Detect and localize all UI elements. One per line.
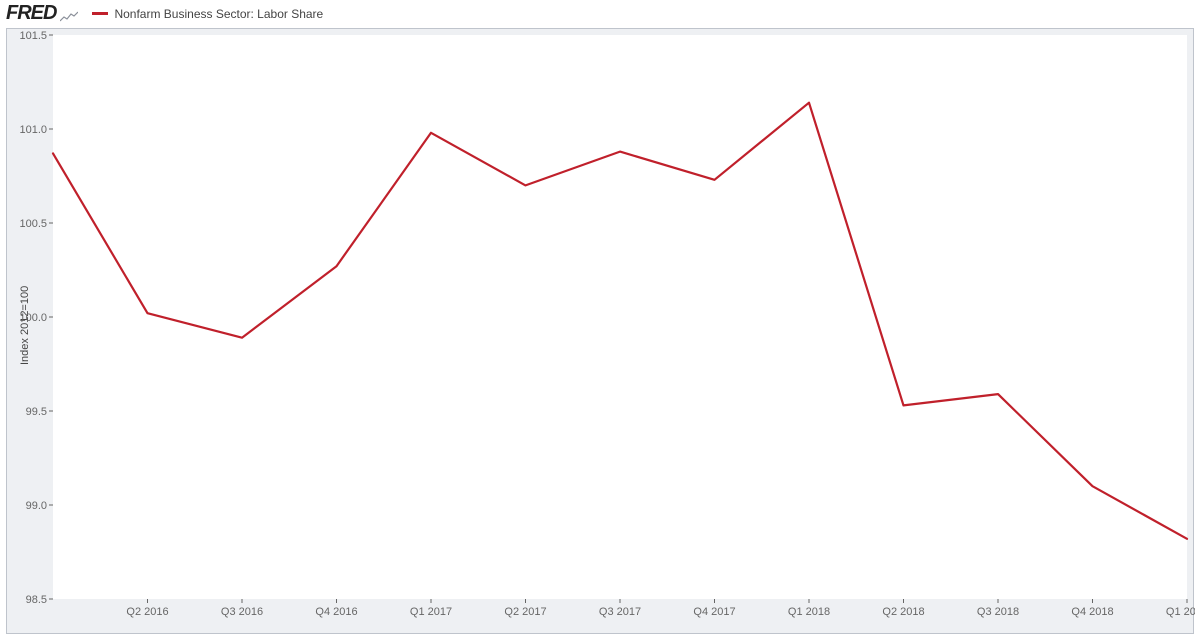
y-tick-label: 101.5 [19, 30, 47, 42]
x-tick-label: Q4 2017 [693, 606, 735, 618]
fred-logo: FRED [6, 2, 78, 25]
y-tick-label: 99.0 [26, 500, 47, 512]
legend-swatch [92, 12, 108, 15]
y-tick-label: 98.5 [26, 594, 47, 606]
x-tick-label: Q1 2018 [788, 606, 830, 618]
legend: Nonfarm Business Sector: Labor Share [92, 7, 323, 21]
chart-svg: 98.5 99.0 99.5 100.0 100.5 101.0 101.5 Q2 2016 Q… [7, 29, 1195, 635]
y-tick-label: 100.0 [19, 312, 47, 324]
series-line [53, 103, 1187, 539]
x-tick-label: Q3 2017 [599, 606, 641, 618]
y-tick-label: 99.5 [26, 406, 47, 418]
x-tick-label: Q1 2019 [1166, 606, 1195, 618]
plot-area-outer: Index 2012=100 98.599.099.5100.0100.5101… [6, 28, 1194, 634]
legend-label: Nonfarm Business Sector: Labor Share [114, 7, 323, 21]
x-tick-label: Q2 2016 [126, 606, 168, 618]
x-tick-label: Q3 2018 [977, 606, 1019, 618]
fred-logo-sparkline-icon [60, 11, 78, 23]
x-tick-label: Q4 2018 [1071, 606, 1113, 618]
x-tick-label: Q2 2017 [504, 606, 546, 618]
y-tick-label: 100.5 [19, 218, 47, 230]
chart-header: FRED Nonfarm Business Sector: Labor Shar… [6, 2, 323, 25]
y-tick-label: 101.0 [19, 124, 47, 136]
page: FRED Nonfarm Business Sector: Labor Shar… [0, 0, 1200, 642]
x-tick-label: Q3 2016 [221, 606, 263, 618]
x-tick-label: Q1 2017 [410, 606, 452, 618]
x-tick-label: Q2 2018 [882, 606, 924, 618]
fred-logo-text: FRED [6, 2, 56, 25]
x-tick-label: Q4 2016 [315, 606, 357, 618]
